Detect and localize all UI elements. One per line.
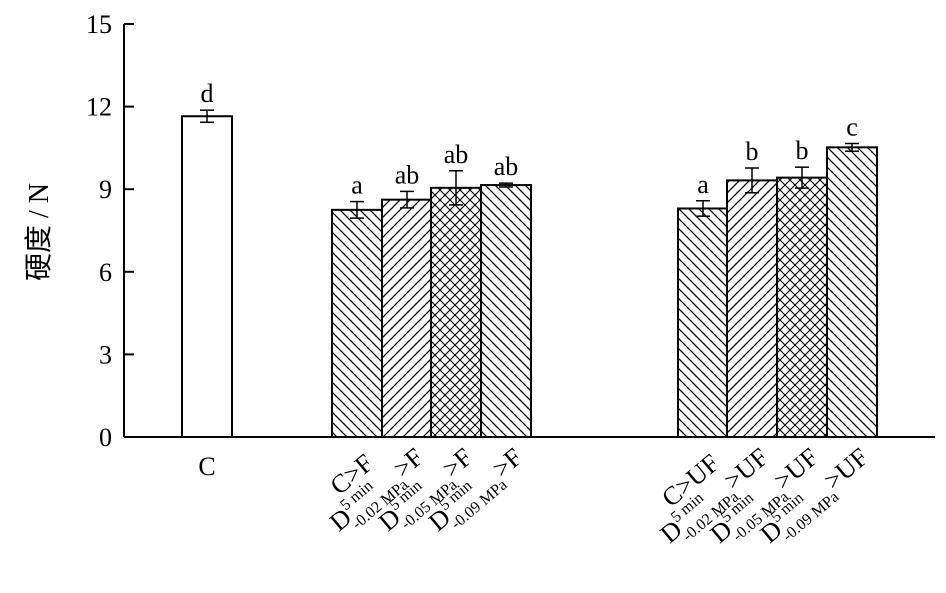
category-label-suffix: >F bbox=[437, 442, 478, 483]
y-tick-label: 3 bbox=[99, 340, 112, 369]
bar bbox=[726, 179, 778, 438]
significance-label: d bbox=[201, 79, 214, 108]
bar bbox=[677, 207, 729, 438]
y-tick-label: 12 bbox=[86, 93, 112, 122]
category-label-suffix: >F bbox=[388, 442, 429, 483]
category-label: C bbox=[198, 452, 215, 481]
significance-label: a bbox=[351, 171, 363, 200]
bar bbox=[181, 115, 233, 438]
bar bbox=[381, 198, 433, 438]
category-label-suffix: >F bbox=[487, 442, 528, 483]
y-tick-label: 6 bbox=[99, 258, 112, 287]
y-tick-label: 15 bbox=[86, 10, 112, 39]
bar bbox=[430, 186, 482, 438]
bar bbox=[776, 176, 828, 439]
bar bbox=[826, 146, 878, 438]
labels-layer: 硬度 / N bbox=[23, 183, 55, 281]
significance-label: b bbox=[796, 136, 809, 165]
bar bbox=[331, 208, 383, 438]
y-tick-label: 0 bbox=[99, 423, 112, 452]
significance-label: a bbox=[697, 170, 709, 199]
significance-label: c bbox=[846, 112, 858, 141]
significance-label: b bbox=[746, 137, 759, 166]
axes-layer bbox=[123, 24, 935, 438]
ticks-layer: 0 3 6 9 12 15 bbox=[86, 10, 134, 452]
category-labels-layer: C C>FD5 min-0.02 MPa>FD5 min-0.05 MPa>FD5… bbox=[198, 442, 874, 549]
category-label-suffix: >UF bbox=[719, 442, 774, 495]
y-tick-label: 9 bbox=[99, 175, 112, 204]
bar bbox=[480, 184, 532, 438]
significance-label: ab bbox=[395, 160, 420, 189]
significance-label: ab bbox=[444, 140, 469, 169]
category-label-suffix: >UF bbox=[769, 442, 824, 495]
y-axis-label: 硬度 / N bbox=[23, 183, 55, 281]
significance-label: ab bbox=[494, 152, 519, 181]
category-label-suffix: >UF bbox=[819, 442, 874, 495]
